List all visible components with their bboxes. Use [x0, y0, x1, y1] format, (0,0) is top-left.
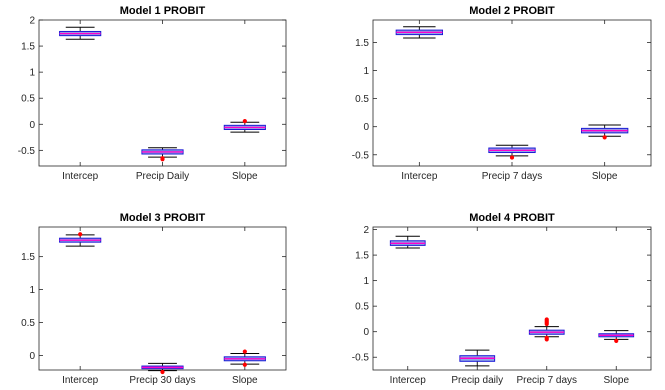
box-1	[395, 26, 443, 39]
y-tick-label: 2	[29, 16, 35, 27]
outlier-point	[544, 317, 549, 322]
y-tick-label: 1.5	[355, 251, 369, 262]
outlier-point	[160, 156, 165, 161]
box-2	[488, 144, 536, 160]
subplot-title: Model 1 PROBIT	[120, 5, 206, 17]
y-tick-label: 1.5	[21, 252, 35, 263]
outlier-point	[242, 119, 247, 124]
axes-frame	[372, 226, 652, 371]
y-tick-label: -0.5	[352, 353, 370, 364]
x-tick-label: Intercep	[62, 375, 99, 386]
subplot-3: Model 3 PROBIT 0 0.5 1 1.5 Intercep Precip 30 …	[21, 212, 287, 386]
y-tick-label: 1	[29, 285, 35, 296]
y-tick-label: 1.5	[355, 38, 369, 49]
subplot-4: Model 4 PROBIT -0.5 0 0.5 1 1.5 2 Intercep Preci…	[352, 212, 652, 386]
axes-frame	[38, 226, 287, 371]
outlier-point	[78, 232, 83, 237]
outlier-point	[160, 369, 165, 375]
box-1	[59, 26, 102, 40]
y-tick-label: 0	[29, 120, 35, 131]
x-tick-label: Slope	[592, 171, 618, 182]
box-3	[528, 317, 565, 342]
y-tick-label: 0.5	[355, 94, 369, 105]
outlier-point	[242, 349, 247, 354]
x-tick-label: Intercep	[390, 375, 427, 386]
x-tick-label: Intercep	[401, 171, 438, 182]
outlier-point	[614, 338, 619, 343]
outlier-point	[602, 135, 607, 140]
x-tick-label: Slope	[232, 375, 258, 386]
y-tick-label: 0.5	[355, 302, 369, 313]
subplot-title: Model 4 PROBIT	[469, 212, 555, 224]
y-tick-label: 2	[363, 225, 369, 236]
y-tick-label: 1	[363, 276, 369, 287]
box-1	[59, 232, 102, 247]
outlier-point	[242, 362, 247, 367]
box-2	[141, 362, 184, 375]
y-tick-label: 0.5	[21, 94, 35, 105]
subplot-title: Model 2 PROBIT	[469, 5, 555, 17]
subplot-2: Model 2 PROBIT -0.5 0 0.5 1 1.5 Intercep Precip…	[352, 5, 652, 182]
y-tick-label: 0	[29, 351, 35, 362]
box-2	[459, 349, 496, 367]
axes-frame	[372, 19, 652, 167]
x-tick-label: Precip 7 days	[482, 171, 543, 182]
x-tick-label: Precip 30 days	[129, 375, 195, 386]
box-3	[223, 349, 266, 367]
y-tick-label: 0	[363, 122, 369, 133]
x-tick-label: Intercep	[62, 171, 99, 182]
outlier-point	[509, 155, 515, 160]
outlier-point	[544, 337, 549, 342]
y-tick-label: 1	[363, 66, 369, 77]
x-tick-label: Slope	[232, 171, 258, 182]
y-tick-label: -0.5	[352, 150, 370, 161]
y-tick-label: 1.5	[21, 42, 35, 53]
box-3	[581, 124, 629, 140]
box-4	[598, 330, 635, 343]
axes-frame	[38, 19, 287, 167]
x-tick-label: Precip 7 days	[516, 375, 577, 386]
subplot-title: Model 3 PROBIT	[120, 212, 206, 224]
y-tick-label: -0.5	[18, 146, 36, 157]
subplot-1: Model 1 PROBIT -0.5 0 0.5 1 1.5 2 Intercep Preci…	[18, 5, 287, 182]
box-2	[141, 147, 184, 162]
y-tick-label: 1	[29, 68, 35, 79]
y-tick-label: 0	[363, 327, 369, 338]
box-1	[389, 235, 426, 249]
box-3	[223, 119, 266, 133]
x-tick-label: Precip daily	[451, 375, 503, 386]
x-tick-label: Precip Daily	[136, 171, 189, 182]
x-tick-label: Slope	[603, 375, 629, 386]
y-tick-label: 0.5	[21, 318, 35, 329]
